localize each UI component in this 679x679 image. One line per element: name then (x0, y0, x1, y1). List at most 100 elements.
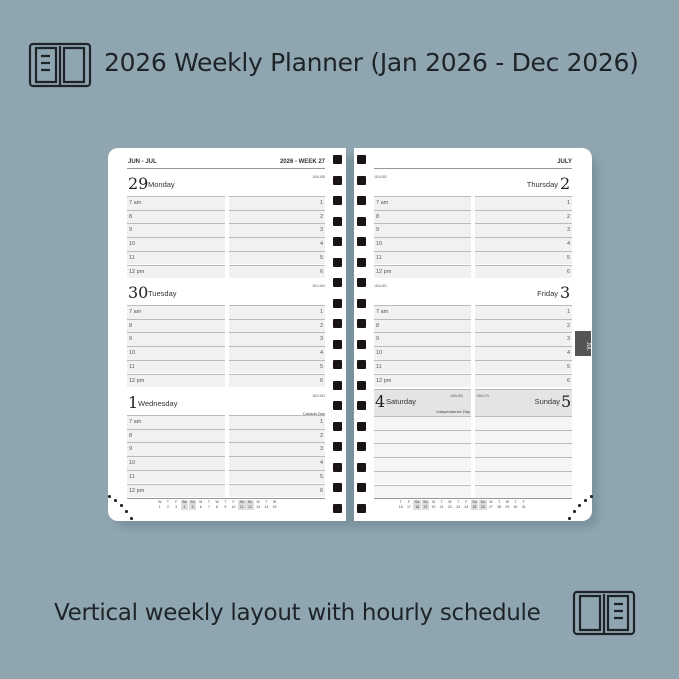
task-slot[interactable]: 6 (229, 373, 325, 388)
mini-cal-date[interactable]: 11 (238, 505, 246, 510)
sunday-line[interactable] (475, 457, 572, 471)
mini-cal-date[interactable]: 29 (505, 505, 510, 509)
hour-slot[interactable]: 7 am (127, 305, 225, 319)
hour-slot[interactable]: 9 (374, 332, 471, 347)
mini-cal-date[interactable]: 8 (216, 505, 219, 509)
mini-cal-date[interactable]: 2 (166, 505, 169, 509)
task-slot[interactable]: 6 (475, 264, 572, 279)
hour-slot[interactable]: 11 (127, 359, 225, 374)
mini-cal-date[interactable]: 17 (406, 505, 411, 509)
mini-cal-date[interactable]: 10 (231, 505, 236, 509)
task-slot[interactable]: 1 (475, 305, 572, 319)
hour-slot[interactable]: 7 am (127, 415, 225, 429)
task-slot[interactable]: 2 (475, 318, 572, 333)
saturday-line[interactable] (374, 470, 471, 485)
sunday-block[interactable] (475, 389, 572, 416)
mini-cal-date[interactable]: 28 (497, 505, 502, 509)
mini-cal-date[interactable]: 7 (207, 505, 210, 509)
saturday-block[interactable] (374, 389, 471, 416)
mini-cal-date[interactable]: 12 (246, 505, 254, 510)
mini-cal-date[interactable]: 27 (488, 505, 493, 509)
mini-cal-date[interactable]: 31 (521, 505, 526, 509)
hour-slot[interactable]: 8 (374, 209, 471, 224)
task-slot[interactable]: 1 (229, 415, 325, 429)
task-slot[interactable]: 5 (229, 250, 325, 265)
hour-slot[interactable]: 12 pm (374, 373, 471, 388)
task-slot[interactable]: 4 (229, 346, 325, 360)
sunday-line[interactable] (475, 429, 572, 444)
task-slot[interactable]: 3 (229, 442, 325, 457)
hour-slot[interactable]: 9 (127, 442, 225, 457)
mini-cal-date[interactable]: 3 (175, 505, 178, 509)
mini-cal-date[interactable]: 14 (264, 505, 269, 509)
task-slot[interactable]: 4 (475, 237, 572, 251)
hour-slot[interactable]: 12 pm (374, 264, 471, 279)
task-slot[interactable]: 1 (475, 196, 572, 210)
task-slot[interactable]: 3 (475, 332, 572, 347)
hour-slot[interactable]: 10 (127, 456, 225, 470)
task-slot[interactable]: 2 (475, 209, 572, 224)
sunday-line[interactable] (475, 416, 572, 430)
hour-slot[interactable]: 10 (127, 346, 225, 360)
hour-slot[interactable]: 10 (374, 237, 471, 251)
hour-slot[interactable]: 7 am (127, 196, 225, 210)
mini-cal-date[interactable]: 25 (470, 505, 479, 510)
hour-slot[interactable]: 8 (374, 318, 471, 333)
task-slot[interactable]: 5 (475, 359, 572, 374)
mini-cal-date[interactable]: 22 (447, 505, 452, 509)
task-slot[interactable]: 4 (229, 456, 325, 470)
task-slot[interactable]: 5 (475, 250, 572, 265)
month-tab-jul[interactable]: JUL (575, 331, 591, 356)
saturday-line[interactable] (374, 457, 471, 471)
saturday-line[interactable] (374, 484, 471, 499)
task-slot[interactable]: 2 (229, 209, 325, 224)
mini-cal-date[interactable]: 30 (513, 505, 518, 509)
mini-cal-date[interactable]: 19 (421, 505, 430, 510)
task-slot[interactable]: 3 (229, 223, 325, 238)
mini-cal-date[interactable]: 18 (413, 505, 421, 510)
hour-slot[interactable]: 8 (127, 318, 225, 333)
task-slot[interactable]: 6 (229, 483, 325, 498)
mini-cal-date[interactable]: 15 (272, 505, 277, 509)
hour-slot[interactable]: 10 (374, 346, 471, 360)
mini-cal-date[interactable]: 13 (256, 505, 261, 509)
hour-slot[interactable]: 7 am (374, 196, 471, 210)
sunday-line[interactable] (475, 470, 572, 485)
mini-cal-date[interactable]: 20 (431, 505, 436, 509)
hour-slot[interactable]: 9 (127, 332, 225, 347)
mini-cal-date[interactable]: 6 (199, 505, 202, 509)
hour-slot[interactable]: 11 (374, 250, 471, 265)
task-slot[interactable]: 5 (229, 469, 325, 484)
hour-slot[interactable]: 11 (374, 359, 471, 374)
mini-cal-date[interactable]: 16 (398, 505, 403, 509)
task-slot[interactable]: 3 (475, 223, 572, 238)
hour-slot[interactable]: 11 (127, 469, 225, 484)
task-slot[interactable]: 5 (229, 359, 325, 374)
hour-slot[interactable]: 8 (127, 428, 225, 443)
hour-slot[interactable]: 12 pm (127, 264, 225, 279)
hour-slot[interactable]: 9 (127, 223, 225, 238)
task-slot[interactable]: 4 (475, 346, 572, 360)
hour-slot[interactable]: 12 pm (127, 483, 225, 498)
task-slot[interactable]: 1 (229, 305, 325, 319)
sunday-line[interactable] (475, 484, 572, 499)
task-slot[interactable]: 6 (475, 373, 572, 388)
task-slot[interactable]: 3 (229, 332, 325, 347)
task-slot[interactable]: 6 (229, 264, 325, 279)
mini-cal-date[interactable]: 9 (224, 505, 227, 509)
saturday-line[interactable] (374, 443, 471, 458)
hour-slot[interactable]: 10 (127, 237, 225, 251)
task-slot[interactable]: 2 (229, 318, 325, 333)
task-slot[interactable]: 1 (229, 196, 325, 210)
task-slot[interactable]: 2 (229, 428, 325, 443)
sunday-line[interactable] (475, 443, 572, 458)
hour-slot[interactable]: 11 (127, 250, 225, 265)
mini-cal-date[interactable]: 26 (479, 505, 487, 510)
mini-cal-date[interactable]: 24 (464, 505, 469, 509)
mini-cal-date[interactable]: 21 (439, 505, 444, 509)
hour-slot[interactable]: 7 am (374, 305, 471, 319)
saturday-line[interactable] (374, 429, 471, 444)
mini-cal-date[interactable]: 4 (180, 505, 189, 510)
hour-slot[interactable]: 8 (127, 209, 225, 224)
saturday-line[interactable] (374, 416, 471, 430)
